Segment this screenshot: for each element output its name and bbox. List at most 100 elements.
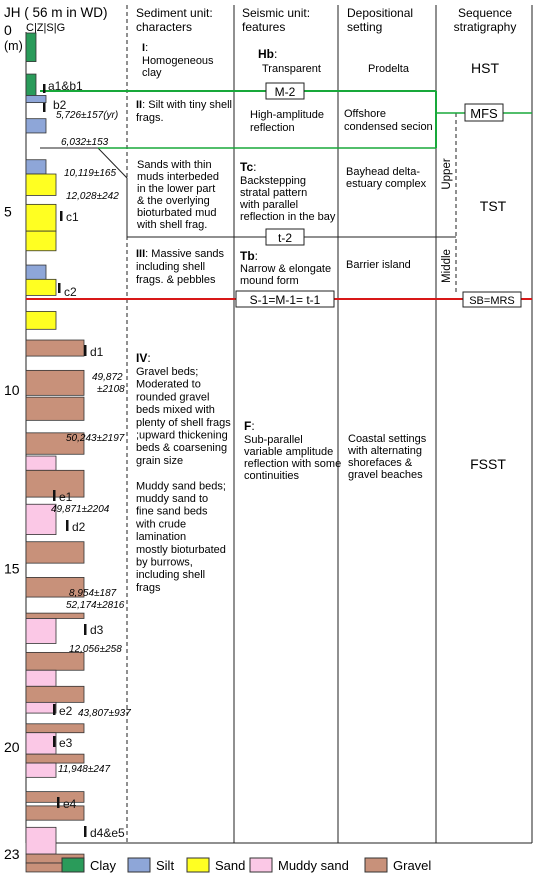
- legend-item-silt: Silt: [127, 857, 174, 873]
- seismic-Tc-label: Tc:: [240, 160, 256, 174]
- sediment-unit-descriptions: I: Homogeneous clay II: Silt with tiny s…: [135, 42, 232, 594]
- unit-II-line-2: frags.: [136, 112, 164, 124]
- svg-text:with shell frag.: with shell frag.: [136, 219, 207, 231]
- legend-item-gravel: Gravel: [364, 857, 431, 873]
- svg-text:reflection in the bay: reflection in the bay: [240, 211, 336, 223]
- svg-text:Bayhead delta-: Bayhead delta-: [346, 166, 420, 178]
- unit-IV-line-4: plenty of shell frags: [136, 417, 231, 429]
- svg-text:Backstepping: Backstepping: [240, 175, 306, 187]
- svg-text:d3: d3: [90, 623, 104, 637]
- svg-text:with alternating: with alternating: [347, 445, 422, 457]
- depth-tick-2: 10: [4, 382, 20, 398]
- seq-TST: TST: [480, 198, 507, 214]
- svg-text:12,056±258: 12,056±258: [69, 644, 122, 655]
- svg-text:High-amplitude: High-amplitude: [250, 109, 324, 121]
- svg-text:Barrier island: Barrier island: [346, 259, 411, 271]
- grain-scale-label: C|Z|S|G: [26, 22, 65, 34]
- sequence-stratigraphy: HST MFS TST SB=MRS FSST Upper Middle: [441, 60, 522, 472]
- unit-IV-line-9: Muddy sand beds;: [136, 480, 226, 492]
- svg-text:variable amplitude: variable amplitude: [244, 446, 333, 458]
- svg-text:Transparent: Transparent: [262, 63, 321, 75]
- lithology-column: [25, 32, 85, 873]
- unit-IV-line-14: mostly bioturbated: [136, 544, 226, 556]
- svg-text:5,726±157(yr): 5,726±157(yr): [56, 110, 118, 121]
- svg-text:frags. & pebbles: frags. & pebbles: [136, 274, 216, 286]
- unit-IV-line-0: Gravel beds;: [136, 366, 198, 378]
- svg-text:e4: e4: [63, 797, 77, 811]
- unit-IV-line-17: frags: [136, 582, 161, 594]
- lithology-bed-1: [25, 73, 37, 96]
- unit-I-line-2: clay: [142, 67, 162, 79]
- surface-labels: M-2 t-2 S-1=M-1= t-1: [235, 82, 335, 308]
- unit-IV-line-10: muddy sand to: [136, 493, 208, 505]
- lithology-bed-20: [25, 612, 85, 619]
- svg-text:bioturbated mud: bioturbated mud: [137, 207, 217, 219]
- svg-text:49,872: 49,872: [92, 372, 123, 383]
- seq-middle: Middle: [441, 249, 453, 283]
- lithology-bed-24: [25, 685, 85, 703]
- svg-text:Sands with thin: Sands with thin: [137, 159, 212, 171]
- svg-text:e1: e1: [59, 490, 73, 504]
- lithology-bed-29: [25, 762, 57, 778]
- svg-text:including shell: including shell: [136, 261, 205, 273]
- sample-markers: a1&b1 b2 c1 c2 d1 d2 d3 e1 e2 e3 e4 d4&e…: [43, 79, 125, 840]
- lithology-bed-18: [25, 541, 85, 564]
- svg-text:gravel beaches: gravel beaches: [348, 469, 423, 481]
- column-headers: Sediment unit: characters Seismic unit: …: [136, 6, 516, 34]
- svg-text:Silt: Silt: [156, 858, 174, 873]
- lithology-bed-32: [25, 826, 57, 855]
- svg-text:condensed secion: condensed secion: [344, 121, 433, 133]
- seq-SB: SB=MRS: [469, 295, 515, 307]
- seq-FSST: FSST: [470, 456, 506, 472]
- header-depositional-2: setting: [347, 20, 382, 34]
- lithology-bed-8: [25, 264, 47, 280]
- surface-s1: S-1=M-1= t-1: [250, 293, 321, 307]
- unit-IV-line-16: including shell: [136, 569, 205, 581]
- header-depositional-1: Depositional: [347, 6, 413, 20]
- lithology-bed-12: [25, 369, 85, 396]
- header-sequence-1: Sequence: [458, 6, 512, 20]
- svg-text:muds interbeded: muds interbeded: [137, 171, 219, 183]
- unit-I-label: I:: [142, 42, 148, 54]
- unit-I-line-1: Homogeneous: [142, 55, 214, 67]
- unit-IV-line-15: by burrows,: [136, 557, 193, 569]
- svg-text:continuities: continuities: [244, 470, 300, 482]
- svg-text:in the lower part: in the lower part: [137, 183, 215, 195]
- svg-text:Narrow & elongate: Narrow & elongate: [240, 263, 331, 275]
- svg-text:49,871±2204: 49,871±2204: [51, 504, 110, 515]
- header-seismic-2: features: [242, 20, 285, 34]
- svg-text:Sand: Sand: [215, 858, 245, 873]
- svg-text:52,174±2816: 52,174±2816: [66, 600, 125, 611]
- legend-item-muddy-sand: Muddy sand: [249, 857, 349, 873]
- lithology-bed-23: [25, 669, 57, 687]
- svg-text:d4&e5: d4&e5: [90, 826, 125, 840]
- unit-IV-line-5: ;upward thickening: [136, 430, 228, 442]
- svg-text:b2: b2: [53, 98, 67, 112]
- lithology-bed-9: [25, 278, 57, 296]
- svg-text:reflection: reflection: [250, 122, 295, 134]
- unit-IV-line-6: beds & coarsening: [136, 442, 227, 454]
- lithology-bed-17: [25, 503, 57, 535]
- svg-text:Muddy sand: Muddy sand: [278, 858, 349, 873]
- legend-item-sand: Sand: [186, 857, 245, 873]
- column-title: JH ( 56 m in WD): [4, 5, 108, 20]
- svg-text:12,028±242: 12,028±242: [66, 191, 119, 202]
- svg-text:Prodelta: Prodelta: [368, 63, 410, 75]
- svg-text:c1: c1: [66, 210, 79, 224]
- svg-text:a1&b1: a1&b1: [48, 79, 83, 93]
- svg-text:shorefaces &: shorefaces &: [348, 457, 413, 469]
- lithology-bed-19: [25, 577, 85, 598]
- lithology-bed-27: [25, 732, 57, 755]
- surface-t2: t-2: [278, 231, 292, 245]
- lithology-bed-22: [25, 651, 85, 671]
- unit-IV-line-2: rounded gravel: [136, 391, 209, 403]
- lithology-bed-4: [25, 159, 47, 175]
- svg-text:43,807±937: 43,807±937: [78, 708, 131, 719]
- depth-tick-4: 20: [4, 739, 20, 755]
- svg-text:8,954±187: 8,954±187: [69, 588, 117, 599]
- header-sequence-2: stratigraphy: [454, 20, 517, 34]
- svg-text:c2: c2: [64, 285, 77, 299]
- svg-text:10,119±165: 10,119±165: [64, 168, 116, 179]
- lithology-bed-5: [25, 173, 57, 196]
